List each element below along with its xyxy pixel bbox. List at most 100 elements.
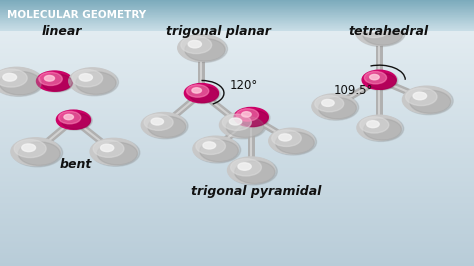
Circle shape [221,113,266,139]
Bar [0,152,474,153]
Bar [0,93,474,94]
Circle shape [39,72,62,85]
FancyBboxPatch shape [0,23,474,24]
Bar [0,172,474,173]
Bar [0,246,474,247]
Circle shape [404,87,453,115]
FancyBboxPatch shape [0,11,474,12]
Circle shape [69,68,116,94]
Circle shape [313,95,359,120]
Circle shape [312,94,356,119]
FancyBboxPatch shape [0,1,474,2]
Bar [0,27,474,28]
FancyBboxPatch shape [0,23,474,24]
Bar [0,138,474,140]
Bar [0,64,474,65]
Bar [0,81,474,82]
Bar [0,47,474,48]
Circle shape [181,36,211,54]
FancyBboxPatch shape [0,3,474,4]
Bar [0,125,474,126]
Circle shape [365,72,386,84]
Bar [0,211,474,213]
Bar [0,259,474,261]
Circle shape [363,23,403,45]
Circle shape [90,138,137,165]
Bar [0,166,474,168]
Bar [0,19,474,20]
Bar [0,98,474,100]
Bar [0,229,474,230]
Circle shape [194,137,241,163]
Circle shape [91,139,140,166]
Bar [0,245,474,246]
Circle shape [315,95,344,112]
FancyBboxPatch shape [0,12,474,13]
Circle shape [356,19,403,45]
Bar [0,92,474,93]
Circle shape [234,107,268,127]
Circle shape [0,67,41,95]
FancyBboxPatch shape [0,0,474,1]
Bar [0,221,474,222]
Circle shape [14,140,46,157]
FancyBboxPatch shape [0,16,474,18]
Bar [0,11,474,12]
Bar [0,70,474,72]
Circle shape [184,84,219,103]
Circle shape [11,138,60,165]
Bar [0,104,474,105]
Bar [0,101,474,102]
Circle shape [0,69,27,87]
FancyBboxPatch shape [0,29,474,30]
Bar [0,154,474,156]
Bar [0,193,474,194]
Bar [0,164,474,165]
Circle shape [59,111,81,124]
Circle shape [45,76,55,81]
Bar [0,89,474,90]
Bar [0,192,474,193]
Text: bent: bent [60,159,92,171]
Bar [0,96,474,97]
Bar [0,136,474,137]
Bar [0,114,474,116]
Bar [0,61,474,63]
Bar [0,53,474,55]
Bar [0,24,474,25]
FancyBboxPatch shape [0,10,474,11]
Bar [0,230,474,231]
FancyBboxPatch shape [0,1,474,2]
Circle shape [178,35,225,61]
Text: trigonal planar: trigonal planar [165,26,271,38]
FancyBboxPatch shape [0,3,474,4]
Circle shape [179,35,228,63]
Circle shape [364,119,401,140]
FancyBboxPatch shape [0,19,474,20]
Bar [0,13,474,15]
Circle shape [275,132,314,154]
Circle shape [370,74,379,80]
Bar [0,215,474,217]
Circle shape [193,136,238,162]
Bar [0,241,474,242]
Text: 109.5°: 109.5° [334,84,374,97]
Circle shape [235,108,270,128]
Bar [0,254,474,255]
Bar [0,43,474,44]
Bar [0,184,474,185]
Circle shape [270,129,317,155]
Bar [0,140,474,141]
Bar [0,69,474,70]
Bar [0,185,474,186]
Bar [0,223,474,225]
Bar [0,60,474,61]
Bar [0,51,474,52]
Bar [0,203,474,205]
Circle shape [144,114,173,130]
FancyBboxPatch shape [0,13,474,14]
Bar [0,5,474,7]
Bar [0,237,474,238]
Bar [0,55,474,56]
Circle shape [72,70,102,87]
